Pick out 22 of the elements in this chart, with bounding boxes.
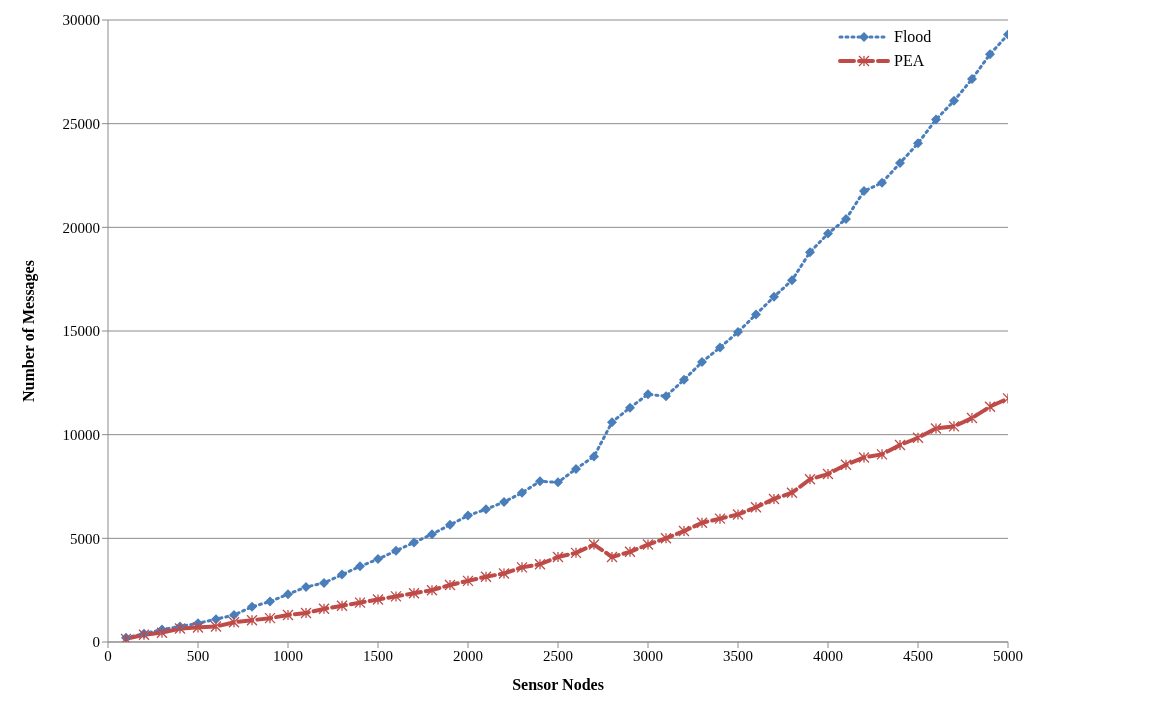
y-tick-label: 5000 [70, 530, 100, 547]
y-axis-title: Number of Messages [19, 260, 38, 402]
x-tick-label: 4000 [813, 647, 843, 664]
x-axis-title: Sensor Nodes [512, 676, 604, 693]
y-tick-label: 25000 [62, 115, 100, 132]
y-tick-label: 20000 [62, 219, 100, 236]
x-tick-label: 2500 [543, 647, 573, 664]
x-tick-label: 2000 [453, 647, 483, 664]
x-tick-label: 500 [186, 647, 210, 664]
x-tick-label: 5000 [993, 647, 1023, 664]
x-tick-label: 1000 [273, 647, 303, 664]
x-tick-label: 0 [104, 647, 112, 664]
y-tick-label: 10000 [62, 426, 100, 443]
x-tick-label: 4500 [903, 647, 933, 664]
x-tick-label: 1500 [363, 647, 393, 664]
legend-label: PEA [894, 52, 925, 70]
x-tick-label: 3000 [633, 647, 663, 664]
x-tick-label: 3500 [723, 647, 753, 664]
y-tick-label: 0 [92, 634, 100, 651]
y-tick-label: 15000 [62, 323, 100, 340]
legend-label: Flood [894, 28, 932, 46]
y-tick-label: 30000 [62, 12, 100, 29]
